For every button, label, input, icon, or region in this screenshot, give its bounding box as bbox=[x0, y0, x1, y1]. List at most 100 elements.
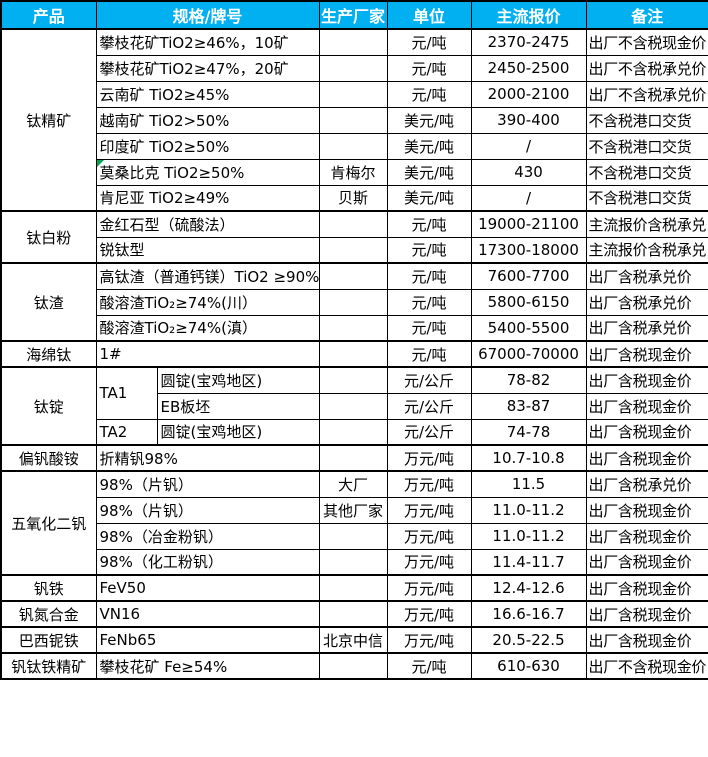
unit-cell: 元/公斤 bbox=[386, 418, 472, 446]
spec-cell: 肯尼亚 TiO2≥49% bbox=[95, 184, 320, 212]
product-cell: 钛精矿 bbox=[0, 28, 97, 212]
price-table: 产品 规格/牌号 生产厂家 单位 主流报价 备注 钛精矿 攀枝花矿TiO2≥46… bbox=[0, 0, 708, 680]
note-cell: 主流报价含税承兑 bbox=[585, 210, 708, 238]
spec-cell: 1# bbox=[95, 340, 320, 368]
note-cell: 出厂含税承兑价 bbox=[585, 262, 708, 290]
note-cell: 不含税港口交货 bbox=[585, 132, 708, 160]
col-header-maker: 生产厂家 bbox=[318, 0, 388, 30]
maker-cell bbox=[318, 522, 388, 550]
product-cell: 海绵钛 bbox=[0, 340, 97, 368]
maker-cell bbox=[318, 600, 388, 628]
maker-cell bbox=[318, 132, 388, 160]
note-cell: 出厂不含税现金价 bbox=[585, 28, 708, 56]
note-cell: 不含税港口交货 bbox=[585, 106, 708, 134]
table-header-row: 产品 规格/牌号 生产厂家 单位 主流报价 备注 bbox=[0, 0, 708, 30]
spec-cell: 98%（片钒） bbox=[95, 470, 320, 498]
unit-cell: 美元/吨 bbox=[386, 132, 472, 160]
note-cell: 不含税港口交货 bbox=[585, 158, 708, 186]
price-cell: 430 bbox=[470, 158, 587, 186]
product-cell: 巴西铌铁 bbox=[0, 626, 97, 654]
price-cell: 610-630 bbox=[470, 652, 587, 680]
maker-cell bbox=[318, 548, 388, 576]
price-cell: 10.7-10.8 bbox=[470, 444, 587, 472]
table-row: 锐钛型 元/吨 17300-18000 主流报价含税承兑 bbox=[1, 236, 708, 264]
unit-cell: 万元/吨 bbox=[386, 496, 472, 524]
maker-cell bbox=[318, 340, 388, 368]
product-cell: 钛白粉 bbox=[0, 210, 97, 264]
maker-cell bbox=[318, 262, 388, 290]
price-cell: 11.4-11.7 bbox=[470, 548, 587, 576]
col-header-unit: 单位 bbox=[386, 0, 472, 30]
product-cell: 偏钒酸铵 bbox=[0, 444, 97, 472]
note-cell: 出厂不含税承兑价 bbox=[585, 80, 708, 108]
unit-cell: 万元/吨 bbox=[386, 600, 472, 628]
unit-cell: 元/吨 bbox=[386, 236, 472, 264]
table-row: 钛精矿 攀枝花矿TiO2≥46%，10矿 元/吨 2370-2475 出厂不含税… bbox=[0, 28, 708, 212]
spec-cell: 圆锭(宝鸡地区) bbox=[156, 366, 320, 394]
table-row: 钛渣 高钛渣（普通钙镁）TiO2 ≥90% 元/吨 7600-7700 出厂含税… bbox=[0, 262, 708, 342]
maker-cell bbox=[318, 106, 388, 134]
maker-cell: 肯梅尔 bbox=[318, 158, 388, 186]
unit-cell: 元/吨 bbox=[386, 28, 472, 56]
maker-cell bbox=[318, 28, 388, 56]
spec-cell: 折精钒98% bbox=[95, 444, 320, 472]
spec-cell: 莫桑比克 TiO2≥50% bbox=[95, 158, 320, 186]
spec-cell: 越南矿 TiO2>50% bbox=[95, 106, 320, 134]
unit-cell: 元/吨 bbox=[386, 80, 472, 108]
price-cell: 2450-2500 bbox=[470, 54, 587, 82]
price-cell: 20.5-22.5 bbox=[470, 626, 587, 654]
maker-cell bbox=[318, 54, 388, 82]
table-row: 98%（化工粉钒） 万元/吨 11.4-11.7 出厂含税现金价 bbox=[1, 548, 708, 576]
note-cell: 出厂含税现金价 bbox=[585, 574, 708, 602]
comment-marker-icon bbox=[97, 160, 104, 167]
note-cell: 出厂含税现金价 bbox=[585, 600, 708, 628]
maker-cell: 贝斯 bbox=[318, 184, 388, 212]
maker-cell bbox=[318, 210, 388, 238]
col-header-price: 主流报价 bbox=[470, 0, 587, 30]
unit-cell: 元/吨 bbox=[386, 314, 472, 342]
spec-cell: 酸溶渣TiO₂≥74%(川） bbox=[95, 288, 320, 316]
spec-cell: 酸溶渣TiO₂≥74%(滇） bbox=[95, 314, 320, 342]
table-row: 巴西铌铁 FeNb65 北京中信 万元/吨 20.5-22.5 出厂含税现金价 bbox=[0, 626, 708, 654]
maker-cell bbox=[318, 444, 388, 472]
product-cell: 钒铁 bbox=[0, 574, 97, 602]
product-cell: 钛锭 bbox=[0, 366, 97, 446]
table-row: 印度矿 TiO2≥50% 美元/吨 / 不含税港口交货 bbox=[1, 132, 708, 160]
note-cell: 出厂含税现金价 bbox=[585, 626, 708, 654]
unit-cell: 万元/吨 bbox=[386, 444, 472, 472]
price-cell: / bbox=[470, 132, 587, 160]
unit-cell: 美元/吨 bbox=[386, 106, 472, 134]
price-cell: 11.0-11.2 bbox=[470, 522, 587, 550]
price-cell: 74-78 bbox=[470, 418, 587, 446]
table-row: 钛白粉 金红石型（硫酸法） 元/吨 19000-21100 主流报价含税承兑 bbox=[0, 210, 708, 264]
note-cell: 主流报价含税承兑 bbox=[585, 236, 708, 264]
unit-cell: 元/吨 bbox=[386, 652, 472, 680]
price-cell: 12.4-12.6 bbox=[470, 574, 587, 602]
maker-cell bbox=[318, 236, 388, 264]
product-cell: 钛渣 bbox=[0, 262, 97, 342]
price-cell: 11.5 bbox=[470, 470, 587, 498]
unit-cell: 元/吨 bbox=[386, 288, 472, 316]
note-cell: 出厂含税现金价 bbox=[585, 366, 708, 394]
table-row: 云南矿 TiO2≥45% 元/吨 2000-2100 出厂不含税承兑价 bbox=[1, 80, 708, 108]
col-header-product: 产品 bbox=[0, 0, 97, 30]
table-row: 攀枝花矿TiO2≥47%，20矿 元/吨 2450-2500 出厂不含税承兑价 bbox=[1, 54, 708, 82]
unit-cell: 万元/吨 bbox=[386, 574, 472, 602]
unit-cell: 元/吨 bbox=[386, 262, 472, 290]
note-cell: 出厂不含税承兑价 bbox=[585, 54, 708, 82]
spec-cell: 圆锭(宝鸡地区) bbox=[156, 418, 320, 446]
spec-cell: FeNb65 bbox=[95, 626, 320, 654]
price-cell: 78-82 bbox=[470, 366, 587, 394]
table-row: 钒铁 FeV50 万元/吨 12.4-12.6 出厂含税现金价 bbox=[0, 574, 708, 602]
table-row: 钒氮合金 VN16 万元/吨 16.6-16.7 出厂含税现金价 bbox=[0, 600, 708, 628]
price-cell: 17300-18000 bbox=[470, 236, 587, 264]
price-cell: / bbox=[470, 184, 587, 212]
note-cell: 出厂含税现金价 bbox=[585, 496, 708, 524]
price-cell: 11.0-11.2 bbox=[470, 496, 587, 524]
price-cell: 2000-2100 bbox=[470, 80, 587, 108]
table-row: 五氧化二钒 98%（片钒） 大厂 万元/吨 11.5 出厂含税承兑价 bbox=[0, 470, 708, 576]
spec-cell: 98%（冶金粉钒） bbox=[95, 522, 320, 550]
product-cell: 钒氮合金 bbox=[0, 600, 97, 628]
maker-cell bbox=[318, 574, 388, 602]
